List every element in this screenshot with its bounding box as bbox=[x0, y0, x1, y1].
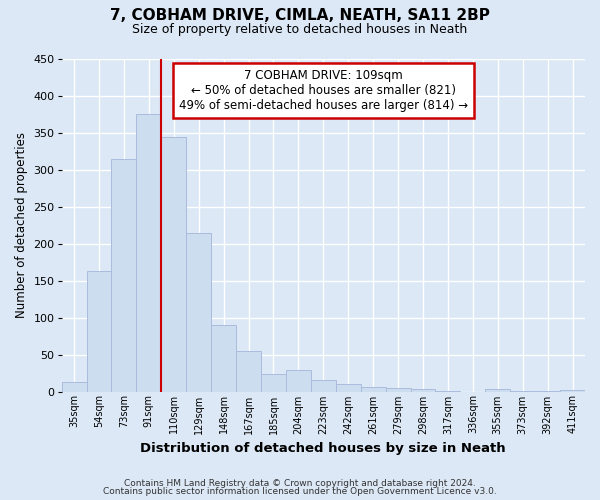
Bar bbox=[236, 351, 261, 392]
Text: 7, COBHAM DRIVE, CIMLA, NEATH, SA11 2BP: 7, COBHAM DRIVE, CIMLA, NEATH, SA11 2BP bbox=[110, 8, 490, 22]
Bar bbox=[211, 325, 236, 392]
Bar bbox=[186, 232, 211, 392]
Bar bbox=[535, 391, 560, 392]
Y-axis label: Number of detached properties: Number of detached properties bbox=[15, 132, 28, 318]
Text: Contains HM Land Registry data © Crown copyright and database right 2024.: Contains HM Land Registry data © Crown c… bbox=[124, 478, 476, 488]
X-axis label: Distribution of detached houses by size in Neath: Distribution of detached houses by size … bbox=[140, 442, 506, 455]
Bar bbox=[136, 114, 161, 392]
Bar bbox=[86, 271, 112, 392]
Bar bbox=[311, 380, 336, 392]
Bar bbox=[62, 382, 86, 392]
Text: Size of property relative to detached houses in Neath: Size of property relative to detached ho… bbox=[133, 22, 467, 36]
Bar bbox=[261, 374, 286, 392]
Bar bbox=[161, 136, 186, 392]
Bar bbox=[286, 370, 311, 392]
Bar bbox=[112, 159, 136, 392]
Bar bbox=[361, 387, 386, 392]
Bar bbox=[336, 384, 361, 392]
Bar bbox=[485, 390, 510, 392]
Bar bbox=[410, 388, 436, 392]
Bar bbox=[386, 388, 410, 392]
Bar bbox=[436, 391, 460, 392]
Bar bbox=[560, 390, 585, 392]
Bar bbox=[510, 391, 535, 392]
Text: 7 COBHAM DRIVE: 109sqm
← 50% of detached houses are smaller (821)
49% of semi-de: 7 COBHAM DRIVE: 109sqm ← 50% of detached… bbox=[179, 69, 468, 112]
Text: Contains public sector information licensed under the Open Government Licence v3: Contains public sector information licen… bbox=[103, 487, 497, 496]
